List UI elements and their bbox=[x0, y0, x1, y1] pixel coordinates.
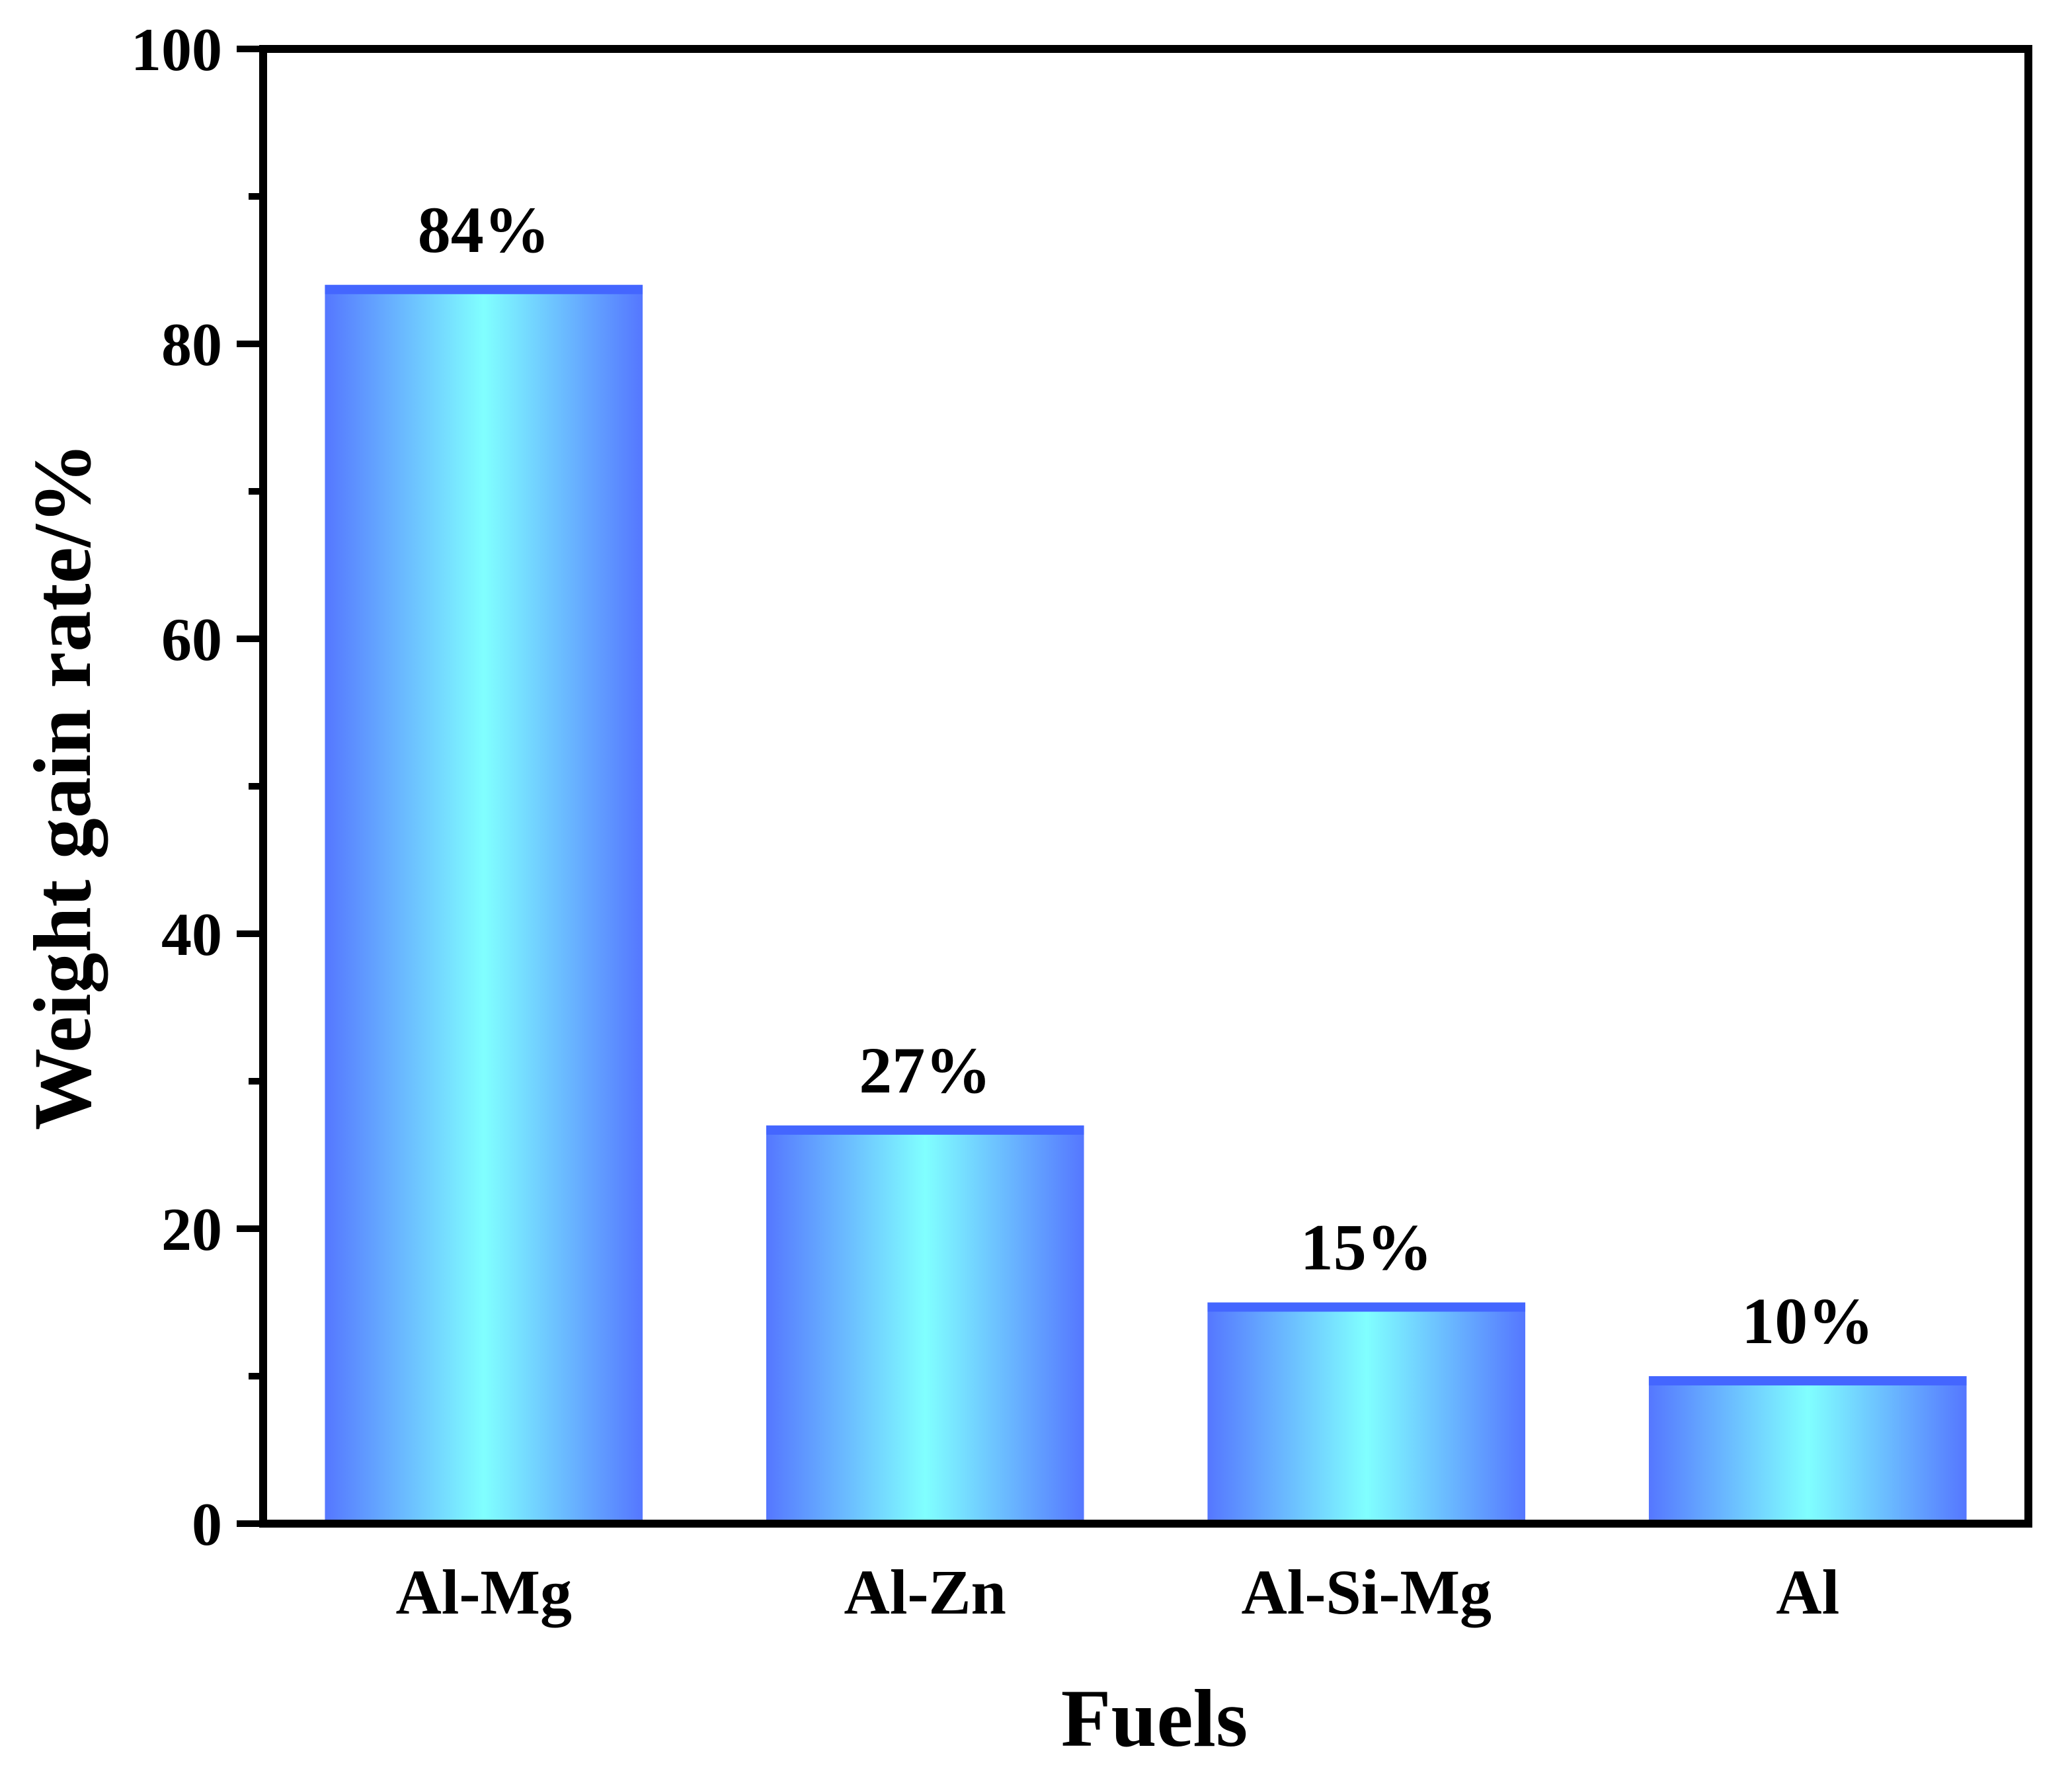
bar-al-zn bbox=[766, 1125, 1084, 1524]
y-tick-label: 100 bbox=[131, 16, 222, 83]
x-axis-title: Fuels bbox=[1061, 1673, 1248, 1764]
y-tick-label: 0 bbox=[192, 1491, 222, 1558]
y-tick-label: 80 bbox=[161, 311, 222, 378]
bar-cap bbox=[325, 284, 643, 294]
data-label: 27% bbox=[859, 1034, 991, 1107]
x-tick-label: Al-Si-Mg bbox=[1241, 1557, 1492, 1627]
bar-al bbox=[1648, 1376, 1967, 1524]
bar-body bbox=[766, 1125, 1084, 1524]
bar-body bbox=[1207, 1302, 1526, 1524]
data-label: 15% bbox=[1300, 1211, 1433, 1284]
data-label: 10% bbox=[1741, 1284, 1874, 1358]
x-tick-label: Al bbox=[1776, 1557, 1839, 1627]
bar-cap bbox=[766, 1125, 1084, 1135]
bar-al-si-mg bbox=[1207, 1302, 1526, 1524]
x-tick-label: Al-Mg bbox=[395, 1557, 572, 1627]
x-tick-label: Al-Zn bbox=[844, 1557, 1006, 1627]
bar-cap bbox=[1207, 1302, 1526, 1312]
y-tick-label: 60 bbox=[161, 606, 222, 673]
y-axis-title: Weight gain rate/% bbox=[17, 442, 108, 1130]
data-label: 84% bbox=[418, 193, 550, 267]
y-tick-label: 20 bbox=[161, 1196, 222, 1263]
y-tick-label: 40 bbox=[161, 901, 222, 968]
bar-body bbox=[1648, 1376, 1967, 1524]
bar-al-mg bbox=[325, 284, 643, 1524]
bar-cap bbox=[1648, 1376, 1967, 1385]
bar-body bbox=[325, 284, 643, 1524]
